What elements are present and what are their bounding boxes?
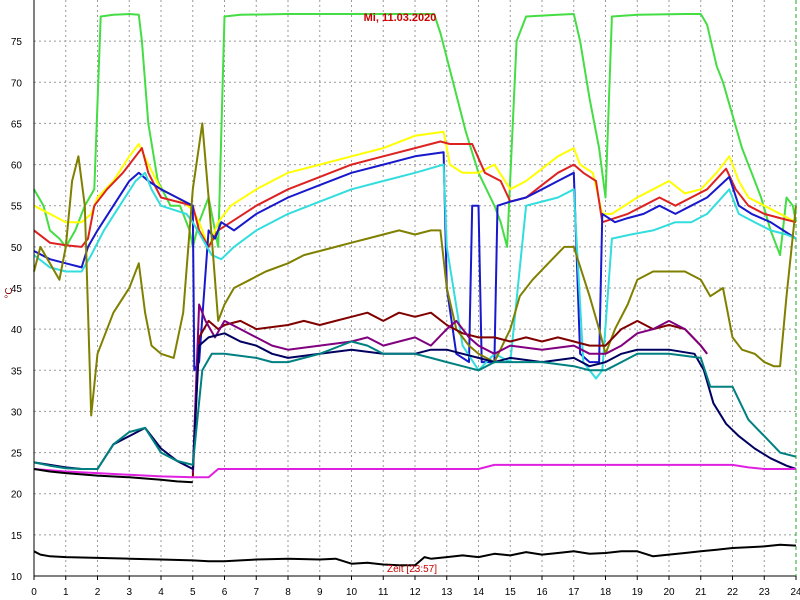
x-tick-label: 4 [158,587,164,598]
series-line-7 [191,311,708,478]
x-tick-label: 13 [441,587,453,598]
x-tick-label: 12 [409,587,421,598]
axes [33,0,797,580]
x-tick-label: 3 [126,587,132,598]
x-tick-label: 17 [568,587,580,598]
x-tick-label: 16 [536,587,548,598]
y-tick-label: 50 [11,243,23,254]
x-tick-label: 1 [63,587,69,598]
x-tick-label: 9 [317,587,323,598]
x-tick-label: 24 [790,587,800,598]
y-tick-label: 35 [11,366,23,377]
x-tick-label: 10 [346,587,358,598]
series-line-6 [33,122,797,417]
x-tick-label: 7 [253,587,259,598]
tick-labels: 0 1 2 3 4 5 6 7 8 9 10 11 12 13 14 15 16 17 18 19 20 21 22 23 24… [11,37,800,598]
x-tick-label: 20 [663,587,675,598]
x-tick-label: 6 [222,587,228,598]
series-line-2 [33,130,797,248]
series-line-3 [33,140,797,248]
y-tick-label: 75 [11,37,23,48]
series-line-13 [33,543,797,567]
series-line-1 [33,13,797,257]
series-line-5 [33,163,797,380]
x-tick-label: 14 [473,587,485,598]
series-line-12 [33,468,193,484]
series-line-4 [33,151,797,372]
x-tick-label: 18 [600,587,612,598]
x-tick-label: 22 [727,587,739,598]
x-axis-label: Zeit [23:57] [387,564,437,575]
x-tick-label: 19 [632,587,644,598]
y-tick-label: 65 [11,119,23,130]
y-tick-label: 60 [11,161,23,172]
y-tick-label: 30 [11,407,23,418]
chart-title: Mi, 11.03.2020 [364,12,437,24]
x-tick-label: 23 [759,587,771,598]
x-tick-label: 11 [378,587,389,598]
series-group [33,13,797,567]
y-tick-label: 55 [11,202,23,213]
y-tick-label: 45 [11,284,23,295]
x-tick-label: 0 [31,587,37,598]
y-tick-label: 20 [11,490,23,501]
y-axis-label: °C [4,287,15,298]
x-tick-label: 2 [95,587,101,598]
x-tick-label: 5 [190,587,196,598]
series-line-11 [33,463,796,479]
x-tick-label: 15 [505,587,517,598]
series-line-8 [191,303,708,474]
x-tick-label: 21 [695,587,707,598]
series-line-10 [33,340,797,470]
y-tick-label: 15 [11,531,23,542]
x-tick-label: 8 [285,587,291,598]
y-tick-label: 25 [11,449,23,460]
y-tick-label: 70 [11,78,23,89]
y-tick-label: 10 [11,572,23,583]
y-tick-label: 40 [11,325,23,336]
